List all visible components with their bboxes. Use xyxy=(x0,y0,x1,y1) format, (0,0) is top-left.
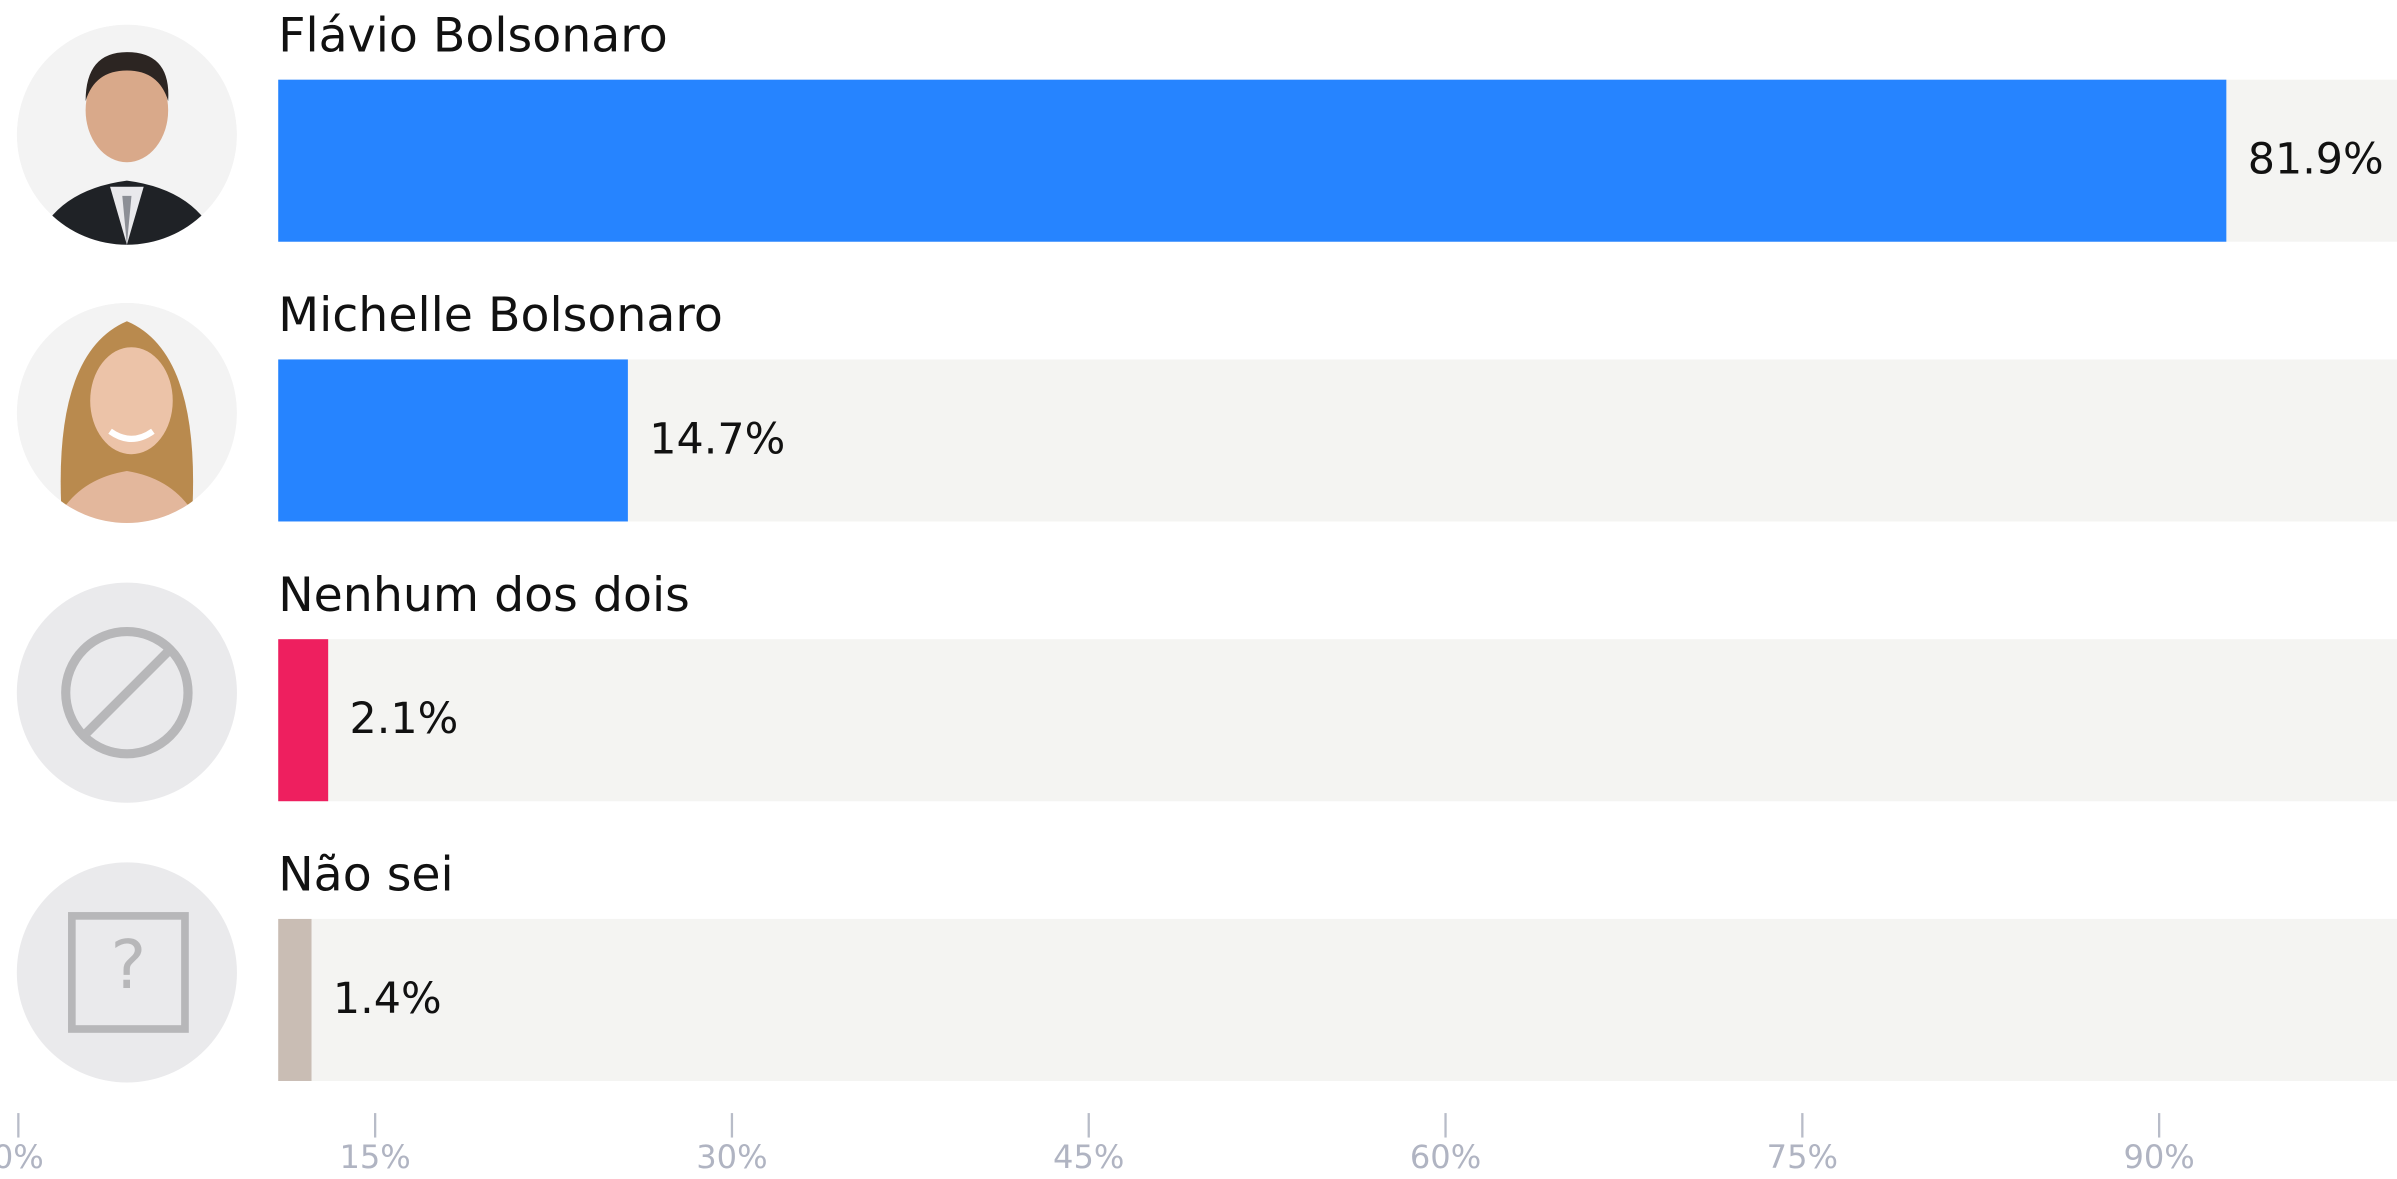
value-label: 14.7% xyxy=(649,414,785,464)
category-label: Flávio Bolsonaro xyxy=(278,8,667,63)
category-label: Michelle Bolsonaro xyxy=(278,288,723,343)
bar xyxy=(278,639,329,802)
value-label: 81.9% xyxy=(2248,135,2384,185)
avatar xyxy=(16,24,237,245)
icon-none xyxy=(16,582,237,803)
bar-track xyxy=(278,359,2397,522)
svg-text:?: ? xyxy=(111,926,147,1004)
bar-track xyxy=(278,639,2397,802)
bar xyxy=(278,359,628,522)
x-tick-label: 45% xyxy=(1053,1138,1124,1176)
icon-unknown: ? xyxy=(16,862,237,1083)
category-label: Nenhum dos dois xyxy=(278,568,690,623)
avatar xyxy=(16,302,237,524)
x-tick-label: 30% xyxy=(696,1138,767,1176)
bar xyxy=(278,79,2227,242)
bar xyxy=(278,918,312,1081)
x-tick-label: 75% xyxy=(1767,1138,1838,1176)
x-tick-label: 90% xyxy=(2123,1138,2194,1176)
x-tick-label: 0% xyxy=(0,1138,44,1176)
value-label: 2.1% xyxy=(350,694,459,744)
category-label: Não sei xyxy=(278,848,454,903)
x-tick-label: 60% xyxy=(1410,1138,1481,1176)
bar-track xyxy=(278,918,2397,1081)
x-tick-label: 15% xyxy=(339,1138,410,1176)
value-label: 1.4% xyxy=(333,974,442,1024)
